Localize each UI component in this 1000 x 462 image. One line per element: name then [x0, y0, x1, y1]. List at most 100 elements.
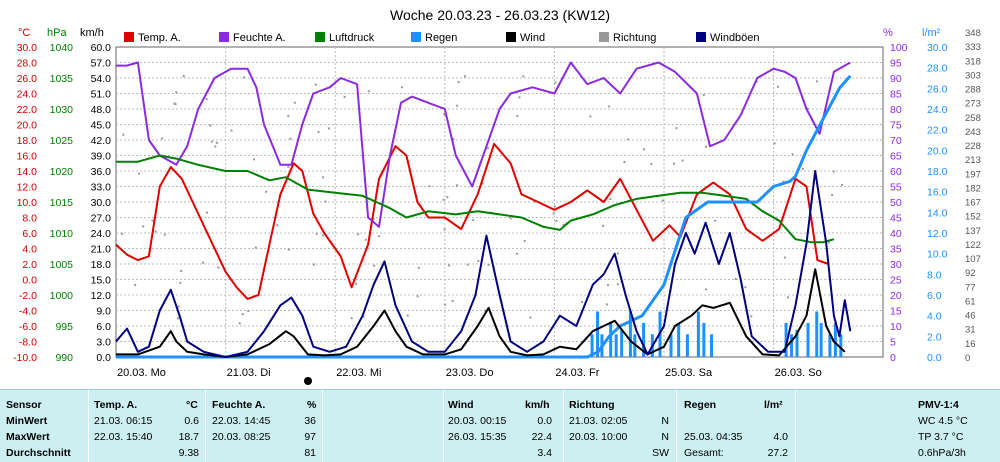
direction-point [840, 183, 843, 186]
direction-point [161, 137, 164, 140]
chart-title: Woche 20.03.23 - 26.03.23 (KW12) [390, 7, 610, 23]
direction-point [452, 138, 455, 141]
direction-point [533, 200, 536, 203]
direction-point [287, 248, 290, 251]
direction-point [552, 212, 555, 215]
tick-direction: 348 [965, 28, 981, 39]
rain-total-label: Gesamt: [684, 447, 724, 459]
tick-humidity: 35 [890, 244, 902, 256]
direction-point [214, 145, 217, 148]
min-dir-value: N [661, 415, 669, 427]
tick-rain: 14.0 [927, 207, 948, 219]
direction-point [321, 234, 324, 237]
rain-bar [839, 334, 843, 357]
direction-point [406, 314, 409, 317]
direction-point [581, 300, 584, 303]
direction-point [317, 131, 320, 134]
direction-point [486, 147, 489, 150]
tick-direction: 92 [965, 268, 976, 279]
rain-bar [596, 311, 600, 357]
direction-point [522, 75, 525, 78]
direction-point [217, 266, 220, 269]
direction-point [704, 145, 707, 148]
rain-bar [833, 322, 837, 357]
tick-rain: 26.0 [927, 83, 948, 95]
tick-wind: 39.0 [91, 151, 112, 163]
tick-wind: 54.0 [91, 73, 112, 85]
direction-point [321, 176, 324, 179]
tick-direction: 303 [965, 70, 981, 81]
direction-point [673, 162, 676, 165]
direction-point [122, 133, 125, 136]
tick-wind: 6.0 [96, 321, 111, 333]
legend-label: Wind [520, 32, 545, 44]
tick-temp: 30.0 [17, 42, 38, 54]
tick-temp: 24.0 [17, 89, 38, 101]
legend-swatch [124, 32, 134, 42]
tick-humidity: 85 [890, 89, 902, 101]
direction-point [827, 241, 830, 244]
direction-point [314, 83, 317, 86]
direction-point [154, 230, 157, 233]
tick-temp: 12.0 [17, 182, 38, 194]
direction-point [142, 225, 145, 228]
tick-rain: 20.0 [927, 145, 948, 157]
rain-bar [696, 311, 700, 357]
legend-swatch [696, 32, 706, 42]
series-line-regen [116, 74, 852, 359]
tick-pressure: 1030 [50, 104, 74, 116]
x-day-label: 22.03. Mi [336, 367, 381, 379]
direction-point [400, 86, 403, 89]
tick-direction: 288 [965, 85, 981, 96]
direction-point [448, 264, 451, 267]
now-marker [304, 377, 312, 385]
direction-point [776, 85, 779, 88]
tick-wind: 9.0 [96, 306, 111, 318]
tick-humidity: 15 [890, 306, 902, 318]
direction-point [734, 278, 737, 281]
row-max-label: MaxWert [6, 431, 50, 443]
tick-temp: -4.0 [19, 306, 37, 318]
direction-point [484, 309, 487, 312]
legend-label: Temp. A. [138, 32, 181, 44]
tick-direction: 167 [965, 198, 981, 209]
tick-pressure: 1035 [50, 73, 74, 85]
min-wind-value: 0.0 [537, 415, 552, 427]
max-hum-time: 20.03. 08:25 [212, 431, 271, 443]
tick-pressure: 1005 [50, 259, 74, 271]
tick-rain: 6.0 [927, 290, 942, 302]
header-rain-unit: l/m² [764, 399, 783, 411]
direction-point [466, 263, 469, 266]
tick-direction: 31 [965, 325, 976, 336]
direction-point [315, 232, 318, 235]
direction-point [529, 316, 532, 319]
direction-point [367, 90, 370, 93]
tick-temp: 6.0 [22, 228, 37, 240]
tick-wind: 60.0 [91, 42, 112, 54]
direction-point [602, 224, 605, 227]
direction-point [121, 232, 124, 235]
tick-wind: 18.0 [91, 259, 112, 271]
direction-point [177, 305, 180, 308]
max-temp-time: 22.03. 15:40 [94, 431, 153, 443]
tick-rain: 16.0 [927, 187, 948, 199]
direction-point [509, 217, 512, 220]
direction-point [241, 313, 244, 316]
max-wind-time: 26.03. 15:35 [448, 431, 507, 443]
direction-point [516, 115, 519, 118]
direction-point [806, 107, 809, 110]
tick-humidity: 95 [890, 58, 902, 70]
rain-bar [614, 334, 618, 357]
tick-direction: 213 [965, 155, 981, 166]
max-rain-value: 4.0 [773, 431, 788, 443]
rain-bar [620, 329, 624, 357]
pmv-tp: TP 3.7 °C [918, 431, 964, 443]
direction-point [783, 256, 786, 259]
direction-point [831, 194, 834, 197]
tick-wind: 15.0 [91, 275, 112, 287]
direction-point [355, 282, 358, 285]
rain-bar [590, 334, 594, 357]
pmv-pressure: 0.6hPa/3h [918, 447, 966, 459]
avg-temp-value: 9.38 [178, 447, 199, 459]
tick-humidity: 20 [890, 290, 902, 302]
